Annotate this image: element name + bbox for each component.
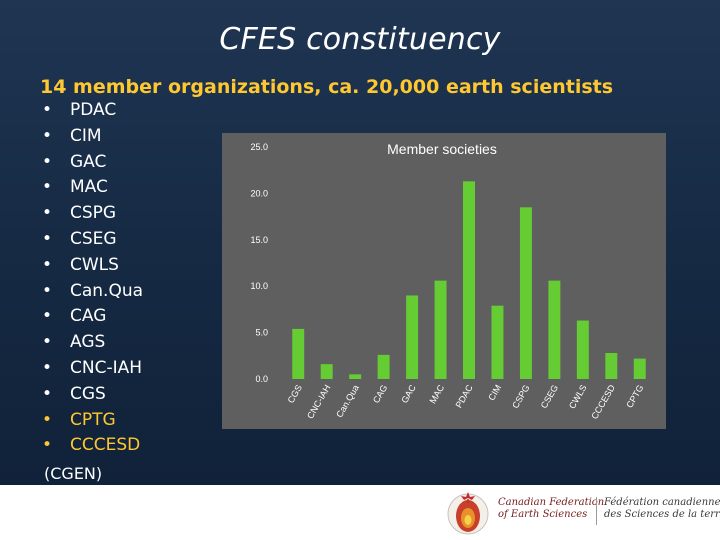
footer: Canadian Federation of Earth Sciences Fé…	[0, 485, 720, 540]
x-tick-label: CWLS	[567, 383, 589, 411]
member-societies-chart: Member societies 0.0 5.0 10.0 15.0 20.0 25.0 …	[222, 133, 666, 429]
x-tick-label: PDAC	[454, 383, 475, 410]
y-tick-label: 0.0	[255, 374, 268, 384]
bar	[576, 320, 589, 379]
x-tick-label: GAC	[399, 383, 418, 405]
bullet-icon: •	[42, 100, 53, 120]
slide-title: CFES constituency	[219, 22, 501, 57]
y-axis-ticks: 0.0 5.0 10.0 15.0 20.0 25.0	[250, 142, 268, 384]
list-item: • AGS	[40, 330, 143, 356]
organization-name: CIM	[70, 125, 102, 146]
y-tick-label: 25.0	[250, 142, 268, 152]
x-tick-label: CSEG	[539, 383, 560, 410]
logo-text-line: of Earth Sciences	[498, 509, 588, 520]
y-tick-label: 10.0	[250, 281, 268, 291]
bar	[463, 181, 475, 379]
logo-text-line: des Sciences de la terre	[604, 509, 720, 520]
bar-series	[292, 181, 646, 379]
bullet-icon: •	[42, 203, 53, 224]
chart-title: Member societies	[387, 141, 497, 157]
list-item: • CIM	[40, 124, 143, 150]
organization-list: • PDAC • CIM • GAC • MAC • CSPG • CSEG • CWLS •…	[40, 98, 143, 459]
organization-name: CPTG	[70, 409, 116, 430]
x-tick-label: CCCESD	[589, 383, 617, 421]
cfes-maple-globe-icon	[447, 492, 489, 535]
slide-subtitle: 14 member organizations, ca. 20,000 eart…	[40, 76, 614, 98]
organization-name: Can.Qua	[70, 280, 144, 301]
bullet-icon: •	[42, 151, 53, 172]
bar	[519, 207, 532, 379]
bar	[491, 305, 504, 379]
bullet-icon: •	[42, 357, 53, 378]
bullet-icon: •	[42, 280, 53, 301]
list-item: • CGS	[40, 382, 143, 408]
x-tick-label: CNC-IAH	[305, 383, 332, 420]
organization-name: AGS	[70, 332, 106, 353]
organization-name: CAG	[70, 306, 107, 327]
logo-divider	[596, 497, 597, 525]
list-item: • Can.Qua	[40, 279, 143, 305]
list-item: • CAG	[40, 304, 143, 330]
bullet-icon: •	[42, 332, 53, 353]
x-tick-label: CSPG	[510, 383, 531, 410]
list-item: • GAC	[40, 150, 143, 176]
organization-name: CSPG	[70, 203, 117, 224]
organization-name: CWLS	[70, 254, 119, 275]
x-axis-ticks: CGS CNC-IAH Can.Qua CAG GAC MAC PDAC CIM CSPG CSE…	[286, 383, 646, 421]
organization-name: CCCESD	[70, 435, 141, 456]
x-tick-label: MAC	[428, 383, 447, 406]
logo-text-line: Canadian Federation	[498, 497, 605, 508]
logo-text-line: Fédération canadienne	[604, 497, 720, 508]
bullet-icon: •	[42, 409, 53, 430]
list-item: • CSPG	[40, 201, 143, 227]
list-item: • CCCESD	[40, 433, 143, 459]
bullet-icon: •	[42, 306, 53, 327]
bar	[349, 374, 362, 379]
bullet-icon: •	[42, 228, 53, 249]
bullet-icon: •	[42, 177, 53, 198]
bar	[292, 328, 305, 379]
bar	[605, 353, 618, 379]
x-tick-label: CGS	[286, 383, 304, 405]
logo-text-french: Fédération canadienne des Sciences de la…	[604, 497, 720, 521]
bar	[377, 354, 390, 379]
organization-name: CNC-IAH	[70, 357, 143, 378]
bullet-icon: •	[42, 125, 53, 146]
list-item: • MAC	[40, 175, 143, 201]
logo-text-english: Canadian Federation of Earth Sciences	[498, 497, 605, 521]
x-tick-label: CPTG	[624, 383, 645, 410]
organization-name: GAC	[70, 151, 107, 172]
list-item: • PDAC	[40, 98, 143, 124]
bar	[406, 295, 419, 379]
list-item: • CWLS	[40, 253, 143, 279]
organization-name: CGS	[70, 383, 106, 404]
list-item: • CSEG	[40, 227, 143, 253]
y-tick-label: 5.0	[255, 328, 268, 338]
bar	[548, 280, 561, 379]
organization-name: CSEG	[70, 228, 117, 249]
organization-name: MAC	[70, 177, 108, 198]
organization-name: PDAC	[70, 100, 117, 120]
y-tick-label: 20.0	[250, 188, 268, 198]
x-tick-label: CAG	[371, 383, 389, 405]
bullet-icon: •	[42, 254, 53, 275]
bar	[633, 358, 646, 379]
bar	[434, 280, 447, 379]
list-item: • CPTG	[40, 408, 143, 434]
x-tick-label: CIM	[486, 383, 503, 402]
list-item: • CNC-IAH	[40, 356, 143, 382]
bar	[320, 364, 333, 379]
y-tick-label: 15.0	[250, 235, 268, 245]
x-tick-label: Can.Qua	[334, 383, 361, 419]
bullet-icon: •	[42, 435, 53, 456]
chart-svg: Member societies 0.05.010.015.020.025.0 …	[250, 141, 646, 421]
cgen-note: (CGEN)	[44, 464, 103, 483]
bullet-icon: •	[42, 383, 53, 404]
